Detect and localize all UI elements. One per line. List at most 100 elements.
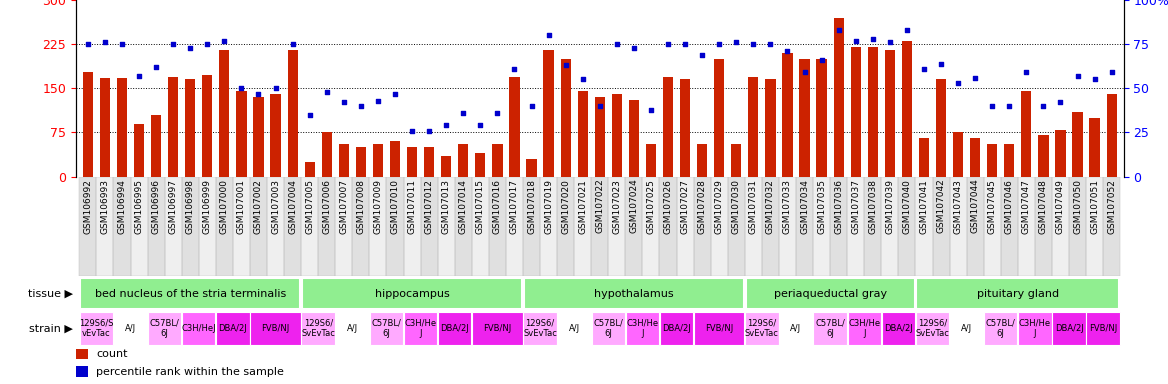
- Point: [676, 41, 695, 47]
- Text: GSM106995: GSM106995: [134, 179, 144, 233]
- Text: pituitary gland: pituitary gland: [976, 289, 1059, 299]
- Bar: [83, 72, 93, 177]
- Text: C57BL/
6J: C57BL/ 6J: [371, 319, 402, 338]
- Bar: [864, 177, 882, 276]
- Bar: [253, 97, 264, 177]
- Point: [540, 32, 558, 38]
- Point: [829, 27, 848, 33]
- Bar: [967, 177, 983, 276]
- Bar: [834, 18, 843, 177]
- Text: GSM107041: GSM107041: [919, 179, 929, 233]
- Bar: [575, 177, 591, 276]
- Bar: [182, 177, 199, 276]
- Text: GSM107008: GSM107008: [356, 179, 366, 233]
- Text: GSM107028: GSM107028: [697, 179, 707, 233]
- Bar: [284, 177, 301, 276]
- Bar: [1069, 177, 1086, 276]
- Text: C3H/He
J: C3H/He J: [848, 319, 881, 338]
- Point: [318, 89, 336, 95]
- Point: [471, 122, 489, 129]
- Bar: [797, 177, 813, 276]
- Bar: [151, 115, 161, 177]
- Bar: [1086, 312, 1120, 344]
- Bar: [199, 177, 216, 276]
- Bar: [1086, 177, 1103, 276]
- Point: [266, 85, 285, 91]
- Point: [284, 41, 303, 47]
- Text: GSM107003: GSM107003: [271, 179, 280, 233]
- Text: GSM107052: GSM107052: [1107, 179, 1117, 233]
- Text: DBA/2J: DBA/2J: [1055, 324, 1084, 333]
- Bar: [232, 177, 250, 276]
- Bar: [387, 177, 403, 276]
- Bar: [557, 177, 575, 276]
- Bar: [287, 50, 298, 177]
- Bar: [745, 312, 779, 344]
- Bar: [609, 177, 625, 276]
- Point: [778, 48, 797, 54]
- Bar: [390, 141, 401, 177]
- Bar: [660, 177, 676, 276]
- Text: C57BL/
6J: C57BL/ 6J: [986, 319, 1016, 338]
- Point: [897, 27, 916, 33]
- Text: DBA/2J: DBA/2J: [662, 324, 691, 333]
- Bar: [438, 177, 454, 276]
- Bar: [523, 177, 540, 276]
- Bar: [660, 312, 694, 344]
- Point: [625, 45, 644, 51]
- Point: [590, 103, 609, 109]
- Bar: [626, 312, 659, 344]
- Bar: [165, 177, 182, 276]
- Point: [812, 57, 830, 63]
- Bar: [1103, 177, 1120, 276]
- Text: GSM107022: GSM107022: [596, 179, 604, 233]
- Bar: [714, 59, 724, 177]
- Point: [932, 61, 951, 67]
- Point: [607, 41, 626, 47]
- Bar: [404, 312, 437, 344]
- Bar: [509, 76, 520, 177]
- Point: [112, 41, 131, 47]
- Text: C3H/He
J: C3H/He J: [626, 319, 659, 338]
- Bar: [916, 177, 932, 276]
- Bar: [868, 47, 878, 177]
- Bar: [916, 278, 1119, 310]
- Bar: [628, 100, 639, 177]
- Text: 129S6/S
vEvTac: 129S6/S vEvTac: [79, 319, 113, 338]
- Point: [78, 41, 97, 47]
- Text: GSM107048: GSM107048: [1038, 179, 1048, 233]
- Bar: [625, 177, 642, 276]
- Point: [744, 41, 763, 47]
- Text: GSM107015: GSM107015: [475, 179, 485, 233]
- Bar: [765, 79, 776, 177]
- Text: periaqueductal gray: periaqueductal gray: [773, 289, 887, 299]
- Text: GSM107002: GSM107002: [253, 179, 263, 233]
- Text: GSM107005: GSM107005: [305, 179, 314, 233]
- Bar: [301, 177, 318, 276]
- Text: GSM107023: GSM107023: [612, 179, 621, 233]
- Text: GSM107010: GSM107010: [390, 179, 399, 233]
- Text: GSM107050: GSM107050: [1073, 179, 1082, 233]
- Bar: [779, 312, 813, 344]
- Text: GSM107049: GSM107049: [1056, 179, 1065, 233]
- Text: GSM107024: GSM107024: [630, 179, 639, 233]
- Bar: [1018, 312, 1051, 344]
- Bar: [680, 79, 690, 177]
- Bar: [523, 177, 540, 276]
- Text: DBA/2J: DBA/2J: [218, 324, 248, 333]
- Point: [522, 103, 541, 109]
- Text: 129S6/
SvEvTac: 129S6/ SvEvTac: [301, 319, 335, 338]
- Bar: [182, 312, 216, 344]
- Bar: [97, 177, 113, 276]
- Bar: [575, 177, 591, 276]
- Bar: [612, 94, 621, 177]
- Bar: [523, 278, 744, 310]
- Bar: [250, 177, 267, 276]
- Bar: [339, 144, 349, 177]
- Bar: [335, 177, 353, 276]
- Bar: [472, 312, 522, 344]
- Text: hippocampus: hippocampus: [375, 289, 450, 299]
- Bar: [472, 177, 489, 276]
- Bar: [387, 177, 403, 276]
- Bar: [492, 144, 502, 177]
